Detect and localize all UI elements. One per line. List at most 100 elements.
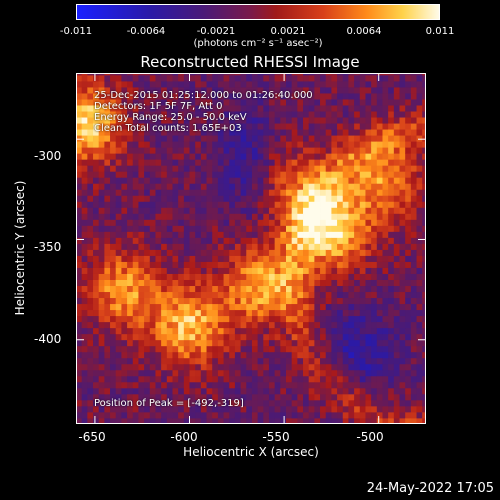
heatmap-cell [342,153,349,160]
heatmap-cell [393,231,400,238]
heatmap-cell [81,147,88,154]
heatmap-cell [206,297,213,305]
heatmap-cell [251,393,259,401]
heatmap-cell [110,249,117,256]
heatmap-cell [348,303,355,311]
heatmap-cell [149,111,156,118]
heatmap-cell [234,159,241,166]
heatmap-cell [297,333,304,341]
heatmap-cell [405,273,412,280]
heatmap-cell [251,153,259,160]
heatmap-cell [405,327,412,335]
heatmap-cell [183,309,190,317]
heatmap-cell [337,399,344,407]
heatmap-cell [104,81,111,88]
heatmap-cell [399,99,406,106]
heatmap-cell [297,399,304,407]
heatmap-cell [342,261,349,268]
heatmap-cell [98,195,105,202]
heatmap-cell [212,369,219,377]
heatmap-cell [246,279,253,287]
heatmap-cell [178,387,185,395]
heatmap-cell [416,141,423,148]
heatmap-cell [405,321,412,329]
heatmap-cell [348,225,355,232]
heatmap-cell [274,261,281,268]
heatmap-cell [217,219,224,226]
heatmap-cell [104,219,111,226]
heatmap-cell [127,195,134,202]
heatmap-cell [87,147,94,154]
heatmap-cell [393,207,400,214]
heatmap-cell [161,405,168,413]
heatmap-cell [87,339,94,347]
heatmap-cell [121,339,128,347]
heatmap-cell [331,363,338,371]
heatmap-cell [280,279,287,287]
heatmap-cell [393,291,400,299]
heatmap-cell [172,309,179,317]
heatmap-cell [217,279,224,287]
heatmap-cell [251,387,259,395]
heatmap-cell [348,327,355,335]
heatmap-cell [297,129,304,136]
heatmap-cell [371,141,378,148]
heatmap-cell [217,273,224,280]
heatmap-cell [189,147,196,154]
heatmap-cell [393,147,400,154]
heatmap-cell [405,231,412,238]
heatmap-cell [365,381,372,389]
heatmap-cell [234,357,241,365]
heatmap-cell [291,105,298,112]
heatmap-cell [337,417,344,424]
heatmap-cell [286,351,293,359]
heatmap-cell [240,123,247,130]
heatmap-cell [81,411,88,419]
heatmap-cell [303,237,310,244]
heatmap-cell [121,261,128,268]
heatmap-cell [280,81,287,88]
heatmap-cell [416,393,423,401]
heatmap-cell [195,99,202,106]
heatmap-cell [314,291,321,299]
heatmap-cell [388,357,395,365]
heatmap-cell [376,117,383,124]
heatmap-cell [286,333,293,341]
heatmap-cell [98,345,105,353]
heatmap-cell [314,297,321,305]
heatmap-cell [110,387,117,395]
heatmap-cell [234,279,241,287]
heatmap-cell [161,249,168,256]
heatmap-cell [93,393,100,401]
heatmap-cell [155,117,162,124]
heatmap-cell [365,93,372,100]
heatmap-cell [246,345,253,353]
heatmap-cell [127,375,134,383]
heatmap-cell [149,351,156,359]
heatmap-cell [234,201,241,208]
heatmap-cell [297,363,304,371]
heatmap-cell [342,87,349,94]
heatmap-cell [200,99,207,106]
heatmap-cell [422,357,426,365]
heatmap-cell [121,411,128,419]
heatmap-cell [110,141,117,148]
heatmap-cell [206,189,213,196]
heatmap-cell [376,189,383,196]
heatmap-cell [234,339,241,347]
heatmap-cell [144,189,151,196]
heatmap-cell [348,195,355,202]
heatmap-cell [274,153,281,160]
heatmap-cell [115,87,122,94]
heatmap-cell [325,255,332,262]
heatmap-cell [87,73,94,76]
heatmap-cell [405,297,412,305]
heatmap-cell [93,213,100,220]
heatmap-cell [200,73,207,76]
heatmap-cell [178,75,185,82]
heatmap-cell [110,309,117,317]
heatmap-cell [144,405,151,413]
heatmap-cell [178,327,185,335]
heatmap-cell [93,117,100,124]
heatmap-cell [206,393,213,401]
